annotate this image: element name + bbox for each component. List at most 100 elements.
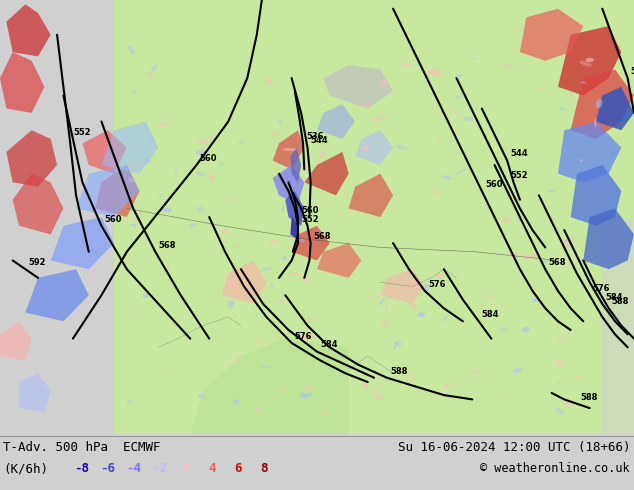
Polygon shape bbox=[290, 147, 301, 182]
Ellipse shape bbox=[518, 219, 522, 222]
Ellipse shape bbox=[270, 283, 274, 288]
Text: 568: 568 bbox=[548, 258, 566, 267]
Ellipse shape bbox=[456, 382, 462, 384]
Text: 588: 588 bbox=[390, 367, 407, 375]
Ellipse shape bbox=[456, 74, 462, 77]
Polygon shape bbox=[6, 130, 57, 187]
Ellipse shape bbox=[278, 121, 282, 124]
Ellipse shape bbox=[142, 293, 149, 298]
Ellipse shape bbox=[490, 293, 495, 300]
Text: © weatheronline.co.uk: © weatheronline.co.uk bbox=[481, 462, 630, 475]
Ellipse shape bbox=[266, 78, 271, 83]
Ellipse shape bbox=[281, 206, 285, 213]
Polygon shape bbox=[285, 191, 304, 226]
Ellipse shape bbox=[161, 208, 172, 213]
FancyBboxPatch shape bbox=[0, 0, 114, 434]
Text: 584: 584 bbox=[320, 341, 338, 349]
Ellipse shape bbox=[233, 399, 239, 404]
Polygon shape bbox=[349, 173, 393, 217]
Polygon shape bbox=[323, 65, 393, 109]
Ellipse shape bbox=[532, 298, 539, 302]
Ellipse shape bbox=[431, 190, 441, 196]
Polygon shape bbox=[292, 226, 330, 261]
Ellipse shape bbox=[395, 145, 407, 149]
Ellipse shape bbox=[128, 46, 135, 55]
Ellipse shape bbox=[522, 327, 529, 332]
Text: 588: 588 bbox=[580, 392, 597, 402]
Ellipse shape bbox=[228, 281, 238, 286]
Ellipse shape bbox=[362, 384, 368, 388]
Ellipse shape bbox=[548, 190, 555, 193]
Text: 560: 560 bbox=[301, 206, 319, 215]
Ellipse shape bbox=[190, 223, 197, 227]
Ellipse shape bbox=[129, 254, 131, 260]
Ellipse shape bbox=[269, 132, 279, 136]
Polygon shape bbox=[520, 9, 583, 61]
Ellipse shape bbox=[128, 162, 134, 165]
Ellipse shape bbox=[579, 61, 592, 67]
Ellipse shape bbox=[149, 137, 155, 144]
Ellipse shape bbox=[536, 87, 544, 94]
Polygon shape bbox=[583, 208, 634, 269]
Polygon shape bbox=[190, 339, 349, 434]
Ellipse shape bbox=[283, 148, 297, 151]
Ellipse shape bbox=[564, 400, 574, 407]
Ellipse shape bbox=[437, 136, 442, 142]
Ellipse shape bbox=[560, 108, 565, 111]
Polygon shape bbox=[355, 130, 393, 165]
Ellipse shape bbox=[256, 408, 259, 414]
Polygon shape bbox=[51, 217, 114, 269]
Text: 568: 568 bbox=[314, 232, 332, 241]
Ellipse shape bbox=[581, 81, 586, 84]
Ellipse shape bbox=[379, 79, 387, 88]
Ellipse shape bbox=[210, 136, 216, 142]
Ellipse shape bbox=[519, 63, 522, 67]
Ellipse shape bbox=[388, 290, 396, 293]
Text: -6: -6 bbox=[101, 462, 115, 475]
Ellipse shape bbox=[196, 172, 206, 176]
Ellipse shape bbox=[456, 94, 463, 98]
Text: 552: 552 bbox=[73, 128, 91, 137]
Ellipse shape bbox=[443, 384, 450, 388]
Text: 576: 576 bbox=[428, 280, 446, 289]
Ellipse shape bbox=[569, 243, 574, 246]
Ellipse shape bbox=[553, 382, 564, 385]
Ellipse shape bbox=[443, 315, 449, 322]
Ellipse shape bbox=[242, 273, 248, 277]
Polygon shape bbox=[380, 269, 425, 304]
Text: 588: 588 bbox=[612, 297, 629, 306]
Text: 560: 560 bbox=[631, 67, 634, 76]
Polygon shape bbox=[76, 165, 139, 217]
FancyBboxPatch shape bbox=[95, 0, 634, 434]
Ellipse shape bbox=[238, 141, 243, 144]
Ellipse shape bbox=[127, 400, 133, 404]
Polygon shape bbox=[82, 130, 127, 173]
Ellipse shape bbox=[218, 163, 224, 166]
Ellipse shape bbox=[306, 393, 312, 396]
Polygon shape bbox=[95, 165, 139, 217]
Text: -2: -2 bbox=[153, 462, 167, 475]
Ellipse shape bbox=[471, 58, 476, 59]
Ellipse shape bbox=[569, 91, 573, 96]
Text: -4: -4 bbox=[127, 462, 141, 475]
Ellipse shape bbox=[228, 300, 235, 308]
Ellipse shape bbox=[508, 252, 518, 258]
Ellipse shape bbox=[236, 355, 242, 361]
Ellipse shape bbox=[131, 223, 137, 227]
Ellipse shape bbox=[399, 64, 415, 67]
Polygon shape bbox=[0, 52, 44, 113]
Ellipse shape bbox=[230, 198, 236, 203]
Polygon shape bbox=[571, 165, 621, 226]
Ellipse shape bbox=[151, 65, 157, 72]
Ellipse shape bbox=[158, 122, 167, 127]
Polygon shape bbox=[317, 104, 355, 139]
Text: 544: 544 bbox=[510, 149, 528, 158]
Ellipse shape bbox=[555, 337, 564, 342]
Text: 584: 584 bbox=[605, 293, 623, 302]
Ellipse shape bbox=[438, 113, 448, 116]
Ellipse shape bbox=[579, 159, 583, 162]
Polygon shape bbox=[25, 269, 89, 321]
FancyBboxPatch shape bbox=[602, 217, 634, 434]
Ellipse shape bbox=[297, 277, 310, 281]
Text: 544: 544 bbox=[311, 136, 328, 146]
